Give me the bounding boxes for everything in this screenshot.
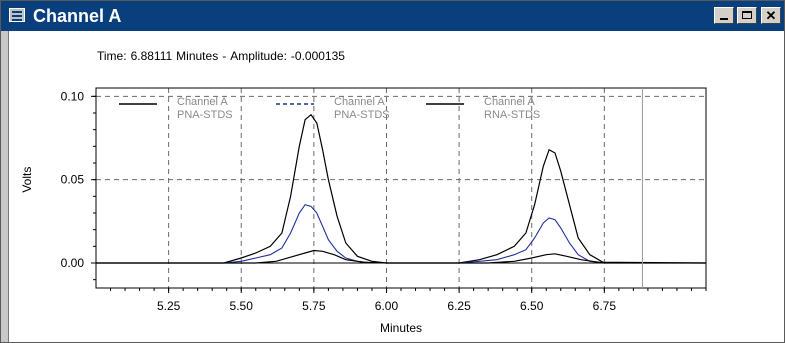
title-bar[interactable]: Channel A ✕: [1, 1, 784, 31]
amplitude-value: -0.000135: [290, 49, 345, 63]
window-icon: [9, 8, 25, 22]
series-line: [96, 249, 707, 264]
legend-label-secondary: PNA-STDS: [177, 109, 233, 121]
y-axis-title: Volts: [20, 167, 34, 193]
x-axis-title: Minutes: [380, 321, 422, 335]
maximize-button[interactable]: [737, 7, 757, 24]
close-button[interactable]: ✕: [761, 7, 781, 24]
y-tick-label: 0.05: [61, 173, 85, 187]
y-tick-label: 0.10: [61, 89, 85, 103]
window-title: Channel A: [33, 6, 122, 26]
amplitude-label: Amplitude:: [230, 49, 287, 63]
legend-label: Channel A: [334, 96, 385, 108]
chart-client-area: [1, 31, 784, 342]
x-tick-label: 6.50: [520, 299, 544, 313]
y-tick-label: 0.00: [61, 256, 85, 270]
time-value: 6.88111: [130, 49, 173, 63]
minimize-icon: [720, 18, 728, 20]
x-tick-label: 6.75: [593, 299, 617, 313]
x-tick-label: 5.50: [230, 299, 254, 313]
legend-label: Channel A: [177, 96, 228, 108]
legend-label: Channel A: [484, 96, 535, 108]
cursor-readout: Time: 6.88111 Minutes - Amplitude: -0.000135: [97, 49, 349, 63]
time-unit: Minutes: [176, 49, 219, 63]
legend-label-secondary: RNA-STDS: [484, 109, 540, 121]
x-tick-label: 6.25: [447, 299, 471, 313]
close-icon: ✕: [765, 8, 777, 23]
series-line: [96, 204, 706, 264]
readout-separator: -: [222, 49, 227, 63]
x-tick-label: 5.25: [157, 299, 181, 313]
time-label: Time:: [97, 49, 127, 63]
window-left-border: [1, 31, 9, 342]
minimize-button[interactable]: [714, 7, 734, 24]
maximize-icon: [742, 11, 752, 19]
x-tick-label: 6.00: [375, 299, 399, 313]
x-tick-label: 5.75: [302, 299, 326, 313]
series-line: [96, 113, 706, 264]
legend-label-secondary: PNA-STDS: [334, 109, 390, 121]
